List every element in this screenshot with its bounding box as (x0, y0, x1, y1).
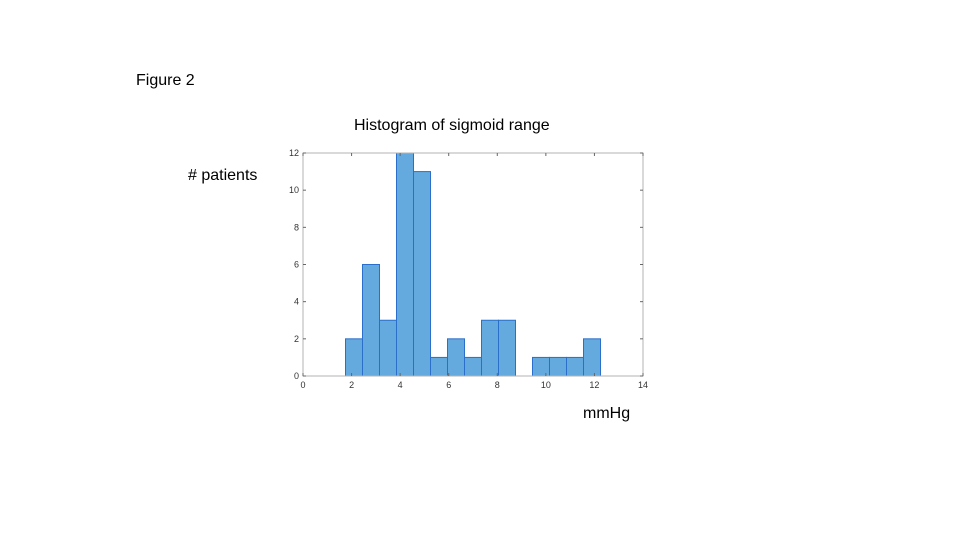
chart-title: Histogram of sigmoid range (354, 117, 550, 134)
x-tick-label: 10 (541, 380, 551, 390)
x-tick-label: 2 (349, 380, 354, 390)
bars-group (345, 152, 601, 377)
y-tick-label: 2 (294, 334, 299, 344)
x-axis-label: mmHg (583, 405, 631, 422)
x-tick-label: 12 (589, 380, 599, 390)
y-tick-label: 0 (294, 371, 299, 381)
y-tick-label: 6 (294, 260, 299, 270)
histogram-bar (413, 171, 431, 377)
histogram-bar (430, 356, 448, 377)
histogram-bar (498, 319, 516, 377)
axes-group: 0 2 4 6 8 10 12 14 0 2 4 6 8 10 12 (289, 148, 648, 390)
histogram-bar (532, 356, 550, 377)
figure-label: Figure 2 (136, 72, 195, 89)
histogram-bar (362, 264, 380, 377)
histogram-bar (583, 338, 601, 377)
histogram-bar (464, 356, 482, 377)
x-tick-label: 6 (446, 380, 451, 390)
histogram-bar (549, 356, 567, 377)
x-tick-label: 8 (495, 380, 500, 390)
x-tick-label: 0 (300, 380, 305, 390)
y-axis-label: # patients (188, 167, 258, 184)
histogram-bar (396, 152, 414, 377)
x-tick-label: 14 (638, 380, 648, 390)
histogram-bar (345, 338, 363, 377)
y-tick-label: 4 (294, 297, 299, 307)
y-tick-label: 10 (289, 185, 299, 195)
histogram-bar (481, 319, 499, 377)
histogram-bar (447, 338, 465, 377)
histogram-bar (566, 356, 584, 377)
y-tick-label: 8 (294, 222, 299, 232)
y-tick-label: 12 (289, 148, 299, 158)
x-tick-label: 4 (398, 380, 403, 390)
histogram-bar (379, 319, 397, 377)
